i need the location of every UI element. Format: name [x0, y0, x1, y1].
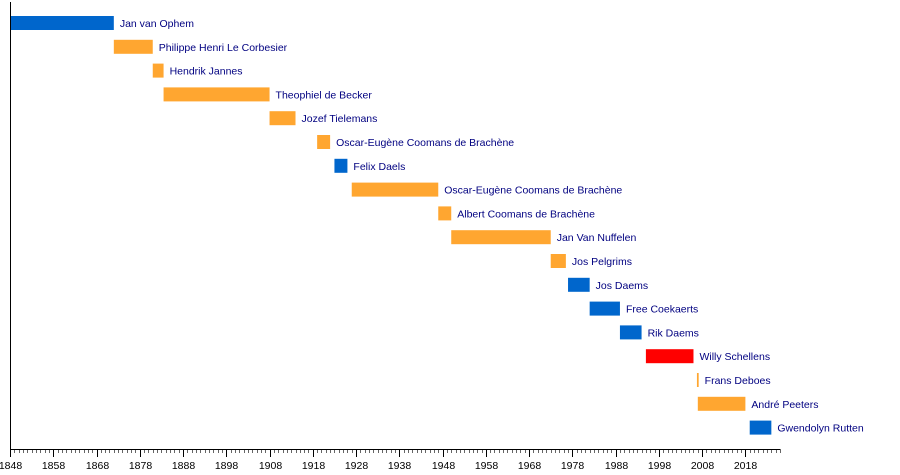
bar-3 — [152, 63, 164, 78]
tick-label-1948: 1948 — [432, 460, 456, 472]
bar-label-12: Jos Daems — [596, 280, 649, 292]
bar-17 — [697, 396, 746, 411]
bar-13 — [589, 301, 620, 316]
tick-label-1998: 1998 — [648, 460, 672, 472]
bar-8 — [351, 182, 439, 197]
bar-label-16: Frans Deboes — [705, 375, 771, 387]
tick-label-2018: 2018 — [734, 460, 758, 472]
bar-label-18: Gwendolyn Rutten — [777, 423, 864, 435]
bar-7 — [334, 158, 348, 173]
bar-label-8: Oscar-Eugène Coomans de Brachène — [444, 185, 622, 197]
bar-label-14: Rik Daems — [648, 327, 699, 339]
bar-label-4: Theophiel de Becker — [276, 89, 373, 101]
tick-label-1878: 1878 — [129, 460, 153, 472]
tick-label-1938: 1938 — [388, 460, 412, 472]
tick-label-1928: 1928 — [345, 460, 369, 472]
bar-15 — [645, 349, 694, 364]
bar-label-3: Hendrik Jannes — [170, 66, 243, 78]
tick-label-1978: 1978 — [561, 460, 585, 472]
bar-2 — [113, 39, 153, 54]
bar-label-1: Jan van Ophem — [120, 18, 194, 30]
bar-1 — [10, 16, 114, 30]
tick-label-1848: 1848 — [0, 460, 22, 472]
bar-11 — [550, 254, 566, 268]
bar-6 — [317, 135, 331, 149]
tick-label-1868: 1868 — [86, 460, 110, 472]
tick-label-1858: 1858 — [42, 460, 66, 472]
bar-label-7: Felix Daels — [353, 161, 405, 173]
bar-9 — [438, 206, 452, 221]
bar-label-2: Philippe Henri Le Corbesier — [159, 42, 288, 54]
bar-16 — [696, 373, 699, 387]
tick-label-1918: 1918 — [302, 460, 326, 472]
tick-label-1958: 1958 — [475, 460, 499, 472]
tick-label-1898: 1898 — [215, 460, 239, 472]
bar-10 — [451, 230, 551, 245]
bars-layer: Jan van Ophem Philippe Henri Le Corbesier… — [10, 16, 864, 435]
bar-label-15: Willy Schellens — [699, 351, 770, 363]
bar-5 — [269, 111, 296, 126]
bar-label-17: André Peeters — [751, 399, 818, 411]
bar-12 — [568, 277, 590, 292]
bar-14 — [619, 325, 642, 340]
bar-label-10: Jan Van Nuffelen — [557, 232, 637, 244]
x-axis: 1848 1858 1868 1878 1888 1898 1908 1918 1928 1938… — [0, 2, 781, 472]
bar-label-6: Oscar-Eugène Coomans de Brachène — [336, 137, 514, 149]
bar-4 — [163, 87, 270, 102]
tick-label-1968: 1968 — [518, 460, 542, 472]
tick-label-1908: 1908 — [259, 460, 283, 472]
tick-label-2008: 2008 — [691, 460, 715, 472]
bar-label-11: Jos Pelgrims — [572, 256, 632, 268]
bar-18 — [749, 420, 772, 435]
bar-label-13: Free Coekaerts — [626, 304, 698, 316]
tick-label-1888: 1888 — [172, 460, 196, 472]
tick-label-1988: 1988 — [605, 460, 629, 472]
bar-label-9: Albert Coomans de Brachène — [457, 208, 595, 220]
bar-label-5: Jozef Tielemans — [302, 113, 378, 125]
